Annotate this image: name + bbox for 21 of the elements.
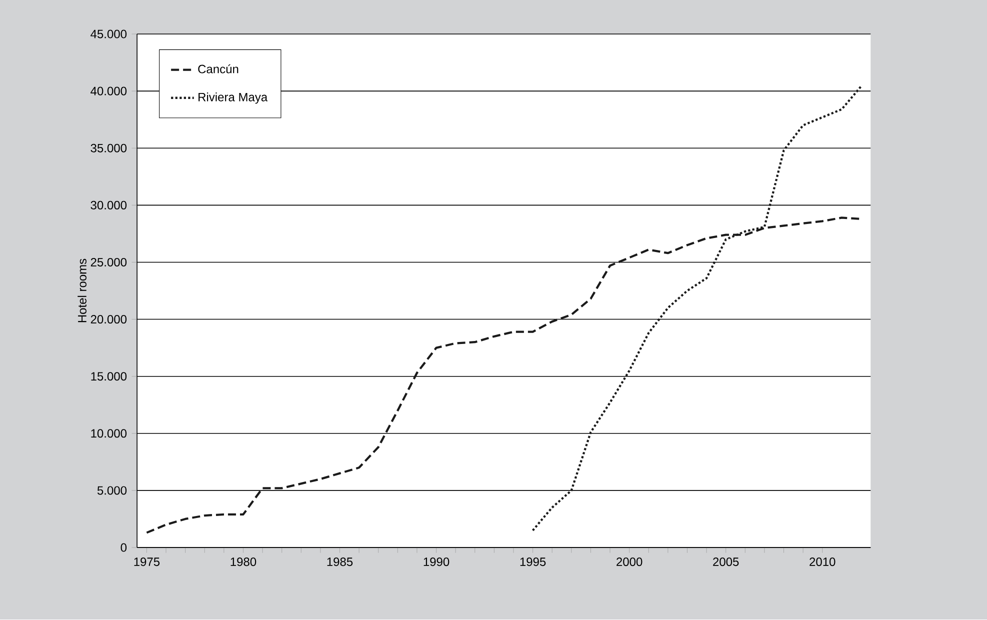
y-axis-title: Hotel rooms (78, 259, 86, 322)
y-tick-label: 45.000 (90, 30, 127, 38)
x-tick-label: 2005 (713, 558, 739, 566)
y-tick-label: 30.000 (90, 201, 127, 210)
legend-label: Riviera Maya (198, 92, 268, 104)
legend-label: Cancún (198, 64, 238, 74)
x-tick-label: 1985 (327, 558, 353, 566)
y-tick-label: 20.000 (90, 315, 127, 324)
y-tick-label: 15.000 (91, 372, 127, 381)
y-tick-label: 25.000 (90, 258, 127, 267)
y-tick-label: 0 (120, 543, 127, 552)
y-tick-label: 5.000 (97, 486, 127, 495)
x-tick-label: 2010 (810, 558, 836, 566)
x-tick-label: 2000 (616, 558, 642, 566)
y-tick-label: 40.000 (90, 87, 127, 96)
x-tick-label: 1990 (424, 558, 450, 566)
y-tick-label: 35.000 (90, 144, 127, 153)
x-tick-label: 1995 (520, 558, 546, 566)
x-tick-label: 1975 (134, 558, 160, 566)
y-tick-label: 10.000 (91, 429, 127, 438)
x-tick-label: 1980 (230, 558, 256, 566)
